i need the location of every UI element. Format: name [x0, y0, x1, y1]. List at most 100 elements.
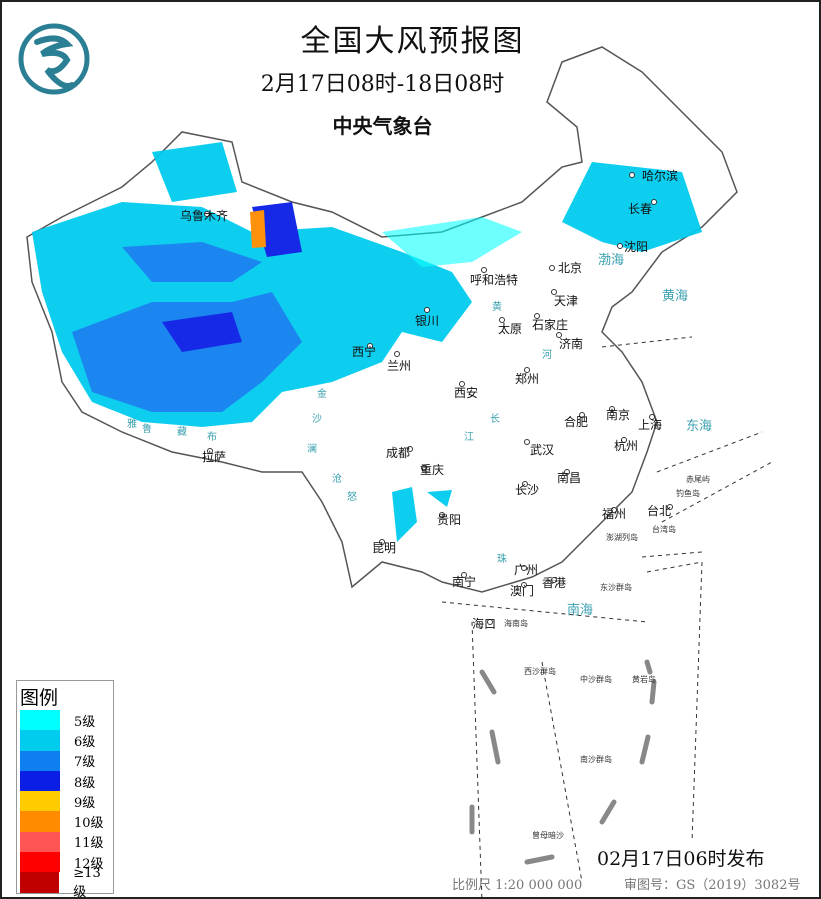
city-marker: 西安 — [454, 381, 478, 400]
city-dot — [524, 367, 530, 373]
city-dot — [564, 469, 570, 475]
sea-label: 渤海 — [598, 252, 624, 268]
river-label: 黄 — [492, 300, 502, 313]
city-marker: 杭州 — [614, 437, 638, 453]
city-name: 长沙 — [515, 483, 539, 497]
legend-swatch — [20, 831, 60, 853]
city-name: 海口 — [472, 616, 496, 631]
city-marker: 沈阳 — [617, 239, 648, 254]
island-label: 钓鱼岛 — [676, 488, 700, 498]
river-label: 澜 — [307, 443, 317, 455]
legend-swatch — [20, 872, 60, 893]
city-dot — [629, 172, 635, 178]
city-dot — [549, 265, 555, 271]
city-dot — [551, 289, 557, 295]
logo — [18, 23, 90, 95]
city-dot — [521, 565, 527, 571]
river-label: 河 — [542, 349, 552, 361]
city-name: 呼和浩特 — [470, 272, 518, 287]
legend-item: 9级 — [17, 791, 113, 812]
city-marker: 昆明 — [372, 539, 396, 555]
river-label: 沙 — [312, 413, 322, 425]
city-marker: 长春 — [628, 199, 657, 216]
sea-label: 南海 — [567, 602, 593, 618]
city-name: 昆明 — [372, 541, 396, 555]
city-name: 香港 — [542, 576, 566, 590]
issue-time: 02月17日06时发布 — [597, 848, 765, 870]
city-dot — [617, 243, 623, 249]
city-marker: 银川 — [415, 307, 439, 328]
city-marker: 西宁 — [352, 343, 376, 359]
city-marker: 拉萨 — [202, 448, 226, 464]
legend-title: 图例 — [20, 687, 59, 709]
map-scale: 比例尺 1:20 000 000 — [452, 878, 583, 893]
city-name: 郑州 — [515, 371, 539, 386]
legend-item: 6级 — [17, 730, 113, 751]
city-name: 天津 — [554, 294, 578, 308]
city-name: 武汉 — [530, 443, 554, 457]
city-marker: 兰州 — [387, 351, 411, 373]
city-dot — [487, 619, 493, 625]
city-name: 南宁 — [452, 574, 476, 589]
city-name: 南昌 — [557, 470, 581, 485]
city-dot — [522, 481, 528, 487]
city-name: 福州 — [602, 506, 626, 521]
legend-label: 8级 — [74, 775, 96, 791]
city-marker: 上海 — [638, 414, 662, 432]
city-name: 沈阳 — [624, 239, 648, 254]
wind-areas — [32, 142, 702, 542]
city-name: 成都 — [386, 446, 410, 460]
city-dot — [207, 448, 213, 454]
legend-label: 7级 — [74, 755, 96, 771]
city-dot — [621, 437, 627, 443]
legend-item: 8级 — [17, 770, 113, 792]
city-marker: 太原 — [498, 317, 522, 336]
legend-swatch — [20, 730, 60, 751]
legend-label: 11级 — [74, 836, 104, 852]
city-name: 银川 — [415, 314, 439, 328]
island-label: 澎湖列岛 — [606, 532, 638, 542]
city-name: 哈尔滨 — [642, 168, 678, 183]
review-number: 审图号：GS（2019）3082号 — [624, 878, 801, 893]
maritime-boundaries — [441, 336, 773, 897]
river-label: 鲁 — [142, 422, 152, 435]
forecast-period: 2月17日08时-18日08时 — [260, 72, 505, 97]
city-marker: 石家庄 — [532, 313, 568, 332]
city-marker: 乌鲁木齐 — [180, 208, 228, 223]
city-name: 拉萨 — [202, 449, 226, 464]
city-dot — [459, 381, 465, 387]
legend-item: 11级 — [17, 831, 113, 853]
legend-label: ≥13级 — [73, 865, 101, 899]
city-name: 杭州 — [614, 438, 638, 453]
nine-dash-line — [469, 659, 657, 865]
city-name: 贵阳 — [437, 513, 461, 527]
city-name: 广州 — [514, 563, 538, 577]
island-label: 东沙群岛 — [600, 582, 632, 592]
island-label: 赤尾屿 — [686, 475, 710, 484]
island-label: 西沙群岛 — [524, 666, 556, 676]
legend-label: 6级 — [74, 734, 96, 750]
city-marker: 台北 — [647, 503, 673, 518]
city-dot — [424, 307, 430, 313]
legend-label: 5级 — [74, 714, 96, 730]
city-marker: 重庆 — [420, 463, 444, 477]
city-name: 南京 — [606, 407, 630, 422]
river-label: 藏 — [177, 426, 187, 438]
river-label: 金 — [317, 387, 327, 400]
city-name: 西安 — [454, 385, 478, 400]
river-label: 江 — [464, 431, 474, 443]
city-name: 澳门 — [510, 583, 534, 598]
city-name: 北京 — [558, 261, 582, 275]
city-marker: 哈尔滨 — [629, 168, 678, 183]
legend-label: 10级 — [74, 816, 104, 832]
city-dot — [651, 199, 657, 205]
legend-label: 12级 — [74, 856, 104, 872]
city-marker: 南昌 — [557, 469, 581, 485]
island-label: 中沙群岛 — [580, 674, 612, 684]
city-name: 太原 — [498, 321, 522, 336]
city-marker: 长沙 — [515, 481, 539, 497]
sea-label: 黄海 — [662, 289, 688, 304]
legend-swatch — [20, 750, 60, 771]
